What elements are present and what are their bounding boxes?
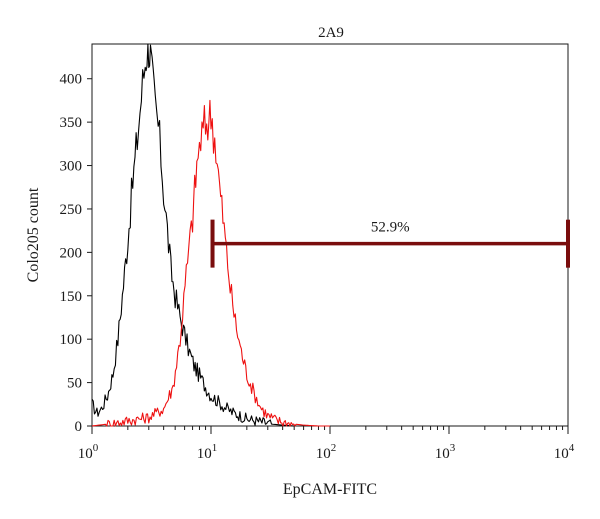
x-tick-base: 10	[554, 446, 569, 462]
x-tick-base: 10	[435, 446, 450, 462]
x-tick-base: 10	[78, 446, 93, 462]
x-tick-label: 102	[316, 442, 337, 462]
x-tick-exponent: 3	[450, 442, 456, 454]
y-tick-label: 100	[60, 332, 83, 348]
x-tick-label: 104	[554, 442, 575, 462]
x-tick-exponent: 1	[212, 442, 218, 454]
y-tick-label: 150	[60, 289, 83, 305]
x-tick-label: 100	[78, 442, 99, 462]
y-tick-label: 200	[60, 245, 83, 261]
histogram-series-0	[91, 43, 295, 427]
y-tick-labels: 0 50 100 150 200 250 300 350 400	[60, 72, 83, 435]
y-tick-label: 50	[67, 376, 82, 392]
y-tick-label: 250	[60, 202, 83, 218]
y-tick-label: 0	[75, 419, 83, 435]
histogram-series-1	[91, 99, 330, 427]
x-tick-label: 101	[197, 442, 218, 462]
chart-title: 2A9	[318, 25, 344, 41]
x-tick-base: 10	[316, 446, 331, 462]
y-tick-label: 400	[60, 72, 83, 88]
gate-percentage-label: 52.9%	[371, 220, 410, 236]
x-tick-base: 10	[197, 446, 212, 462]
x-tick-label: 103	[435, 442, 456, 462]
x-tick-exponent: 0	[93, 442, 99, 454]
plot-frame	[91, 43, 569, 427]
axes-ticks	[87, 78, 569, 434]
gate-layer: 52.9%	[210, 219, 570, 268]
x-tick-exponent: 2	[331, 442, 337, 454]
y-tick-label: 350	[60, 115, 83, 131]
y-axis-title: Colo205 count	[25, 187, 42, 282]
x-tick-exponent: 4	[569, 442, 575, 454]
x-tick-labels: 100 101 102 103 104	[78, 442, 575, 462]
series-layer	[91, 43, 330, 427]
y-tick-label: 300	[60, 159, 83, 175]
x-axis-title: EpCAM-FITC	[283, 481, 377, 498]
